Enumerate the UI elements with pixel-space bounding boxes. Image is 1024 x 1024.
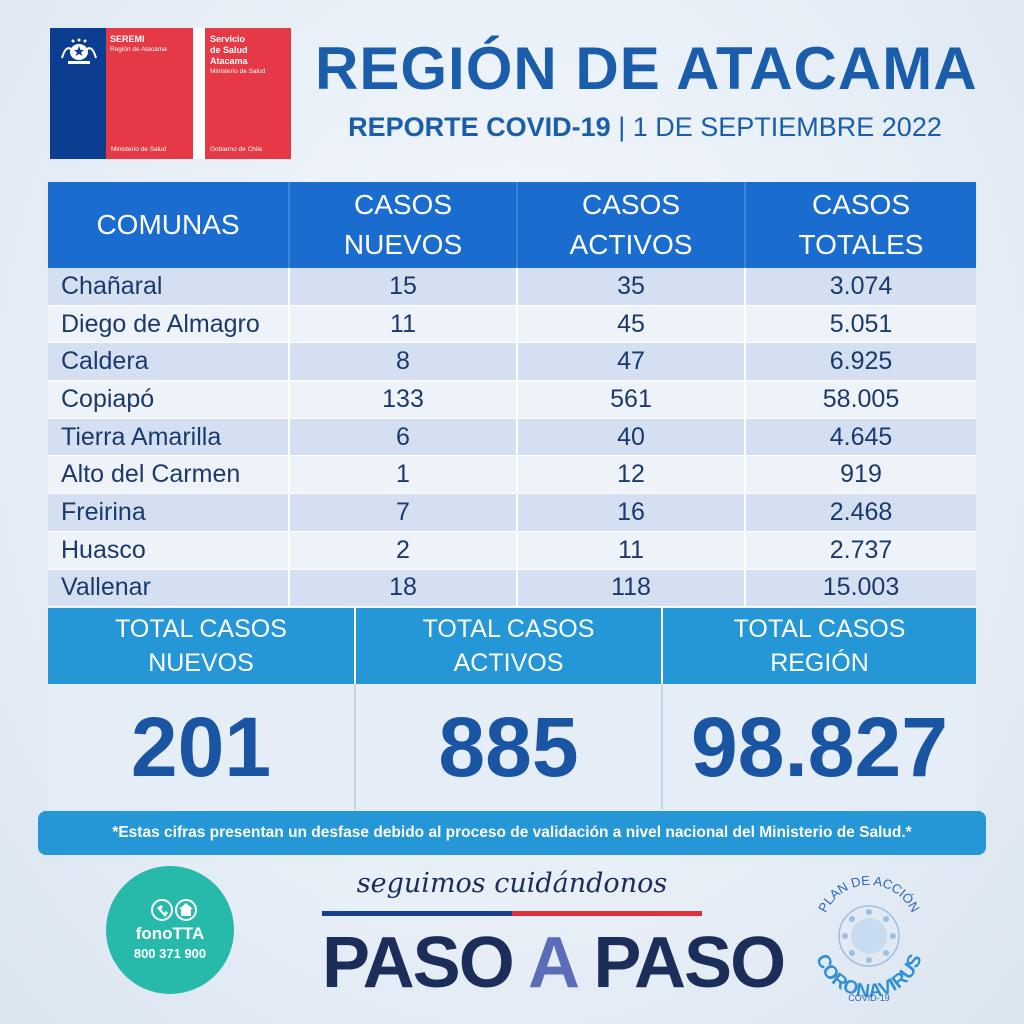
cell-nuevos: 6 [290, 418, 518, 457]
cell-totales: 2.737 [746, 532, 976, 570]
table-row: Chañaral 15 35 3.074 [48, 268, 976, 306]
coronavirus-plan-logo: PLAN DE ACCIÓN CORONAVIRUS COVID-19 [811, 873, 927, 1003]
col-header-casos-nuevos: CASOS NUEVOS [290, 182, 518, 268]
table-row: Copiapó 133 561 58.005 [48, 381, 976, 419]
cell-nuevos: 15 [290, 268, 518, 306]
servicio-ministry: Ministerio de Salud [210, 68, 266, 75]
table-row: Huasco 2 11 2.737 [48, 531, 976, 570]
cell-totales: 3.074 [746, 268, 976, 306]
table-row: Freirina 7 16 2.468 [48, 494, 976, 532]
cell-activos: 16 [518, 494, 746, 532]
fonotta-badge: fonoTTA 800 371 900 [106, 866, 234, 994]
paso-word-a: A [528, 923, 577, 1003]
total-activos-label: TOTAL CASOS ACTIVOS [356, 608, 663, 684]
disclaimer-note: *Estas cifras presentan un desfase debid… [38, 811, 986, 855]
cell-nuevos: 2 [290, 531, 518, 570]
cell-activos: 118 [518, 569, 746, 608]
total-region-value: 98.827 [691, 699, 948, 794]
seremi-title: SEREMI [110, 34, 145, 44]
table-row: Caldera 8 47 6.925 [48, 343, 976, 382]
cell-totales: 15.003 [746, 570, 976, 608]
logo-red-band: SEREMI Región de Atacama Ministerio de S… [106, 28, 193, 159]
paso-a-paso-logo: PASO A PASO [322, 920, 786, 1006]
cell-totales: 6.925 [746, 343, 976, 382]
phone-house-icon [151, 899, 197, 921]
seremi-logo: SEREMI Región de Atacama Ministerio de S… [50, 28, 193, 159]
cell-nuevos: 8 [290, 343, 518, 382]
totals-panel: TOTAL CASOS NUEVOS TOTAL CASOS ACTIVOS T… [48, 608, 976, 810]
cell-comuna: Freirina [48, 494, 290, 532]
cell-activos: 35 [518, 268, 746, 306]
seremi-ministry: Ministerio de Salud [111, 146, 167, 153]
total-nuevos-label: TOTAL CASOS NUEVOS [48, 608, 356, 684]
cell-comuna: Caldera [48, 343, 290, 382]
table-row: Tierra Amarilla 6 40 4.645 [48, 418, 976, 457]
government-logo: SEREMI Región de Atacama Ministerio de S… [50, 28, 291, 159]
cell-comuna: Tierra Amarilla [48, 418, 290, 457]
cell-totales: 2.468 [746, 494, 976, 532]
chile-crest-icon [61, 38, 97, 64]
flag-stripe [322, 911, 702, 916]
servicio-title-3: Atacama [210, 56, 248, 66]
totals-values: 201 885 98.827 [48, 684, 976, 810]
report-label: REPORTE COVID-19 [348, 112, 611, 142]
table-row: Alto del Carmen 1 12 919 [48, 456, 976, 495]
cell-nuevos: 7 [290, 494, 518, 532]
table-row: Vallenar 18 118 15.003 [48, 569, 976, 608]
cell-activos: 45 [518, 305, 746, 344]
cell-activos: 561 [518, 381, 746, 419]
col-header-comunas: COMUNAS [48, 182, 290, 268]
col-header-casos-activos: CASOS ACTIVOS [518, 182, 746, 268]
cell-comuna: Vallenar [48, 569, 290, 608]
cell-activos: 40 [518, 418, 746, 457]
servicio-salud-logo: Servicio de Salud Atacama Ministerio de … [205, 28, 291, 159]
cell-nuevos: 11 [290, 305, 518, 344]
campaign-tagline: seguimos cuidándonos [356, 868, 668, 899]
col-header-casos-totales: CASOS TOTALES [798, 189, 924, 260]
cell-comuna: Diego de Almagro [48, 305, 290, 344]
logo-divider [193, 28, 205, 159]
cell-comuna: Huasco [48, 531, 290, 570]
gobierno-label: Gobierno de Chile [210, 146, 263, 153]
table-row: Diego de Almagro 11 45 5.051 [48, 305, 976, 344]
report-date: 1 DE SEPTIEMBRE 2022 [632, 112, 942, 142]
paso-word-1: PASO [322, 923, 529, 1003]
cell-comuna: Copiapó [48, 381, 290, 419]
cell-totales: 5.051 [746, 306, 976, 344]
fonotta-name: fonoTTA [135, 924, 205, 943]
cell-totales: 58.005 [746, 381, 976, 419]
cell-activos: 47 [518, 343, 746, 382]
table-body: Chañaral 15 35 3.074 Diego de Almagro 11… [48, 268, 976, 608]
plan-top-text: PLAN DE ACCIÓN [815, 873, 923, 915]
totals-header: TOTAL CASOS NUEVOS TOTAL CASOS ACTIVOS T… [48, 608, 976, 684]
page-title: REGIÓN DE ATACAMA [315, 35, 978, 102]
total-nuevos-value: 201 [48, 684, 356, 810]
seremi-region: Región de Atacama [110, 46, 167, 53]
servicio-title-1: Servicio [210, 34, 246, 44]
total-region-label: TOTAL CASOS REGIÓN [733, 615, 906, 677]
fonotta-phone: 800 371 900 [133, 946, 207, 961]
cell-nuevos: 1 [290, 456, 518, 495]
cell-comuna: Alto del Carmen [48, 456, 290, 495]
logo-blue-band [50, 28, 106, 159]
cell-totales: 4.645 [746, 419, 976, 457]
table-header: COMUNAS CASOS NUEVOS CASOS ACTIVOS CASOS… [48, 182, 976, 268]
total-activos-value: 885 [356, 684, 663, 810]
cell-totales: 919 [746, 456, 976, 495]
cell-nuevos: 18 [290, 569, 518, 608]
cell-comuna: Chañaral [48, 268, 290, 306]
servicio-title-2: de Salud [210, 45, 248, 55]
paso-word-2: PASO [575, 923, 786, 1003]
plan-bottom-text: COVID-19 [848, 993, 890, 1003]
cases-table: COMUNAS CASOS NUEVOS CASOS ACTIVOS CASOS… [48, 182, 976, 608]
cell-nuevos: 133 [290, 381, 518, 419]
report-subtitle: REPORTE COVID-19 | 1 DE SEPTIEMBRE 2022 [315, 112, 975, 143]
cell-activos: 12 [518, 456, 746, 495]
subtitle-separator: | [610, 112, 633, 142]
cell-activos: 11 [518, 531, 746, 570]
